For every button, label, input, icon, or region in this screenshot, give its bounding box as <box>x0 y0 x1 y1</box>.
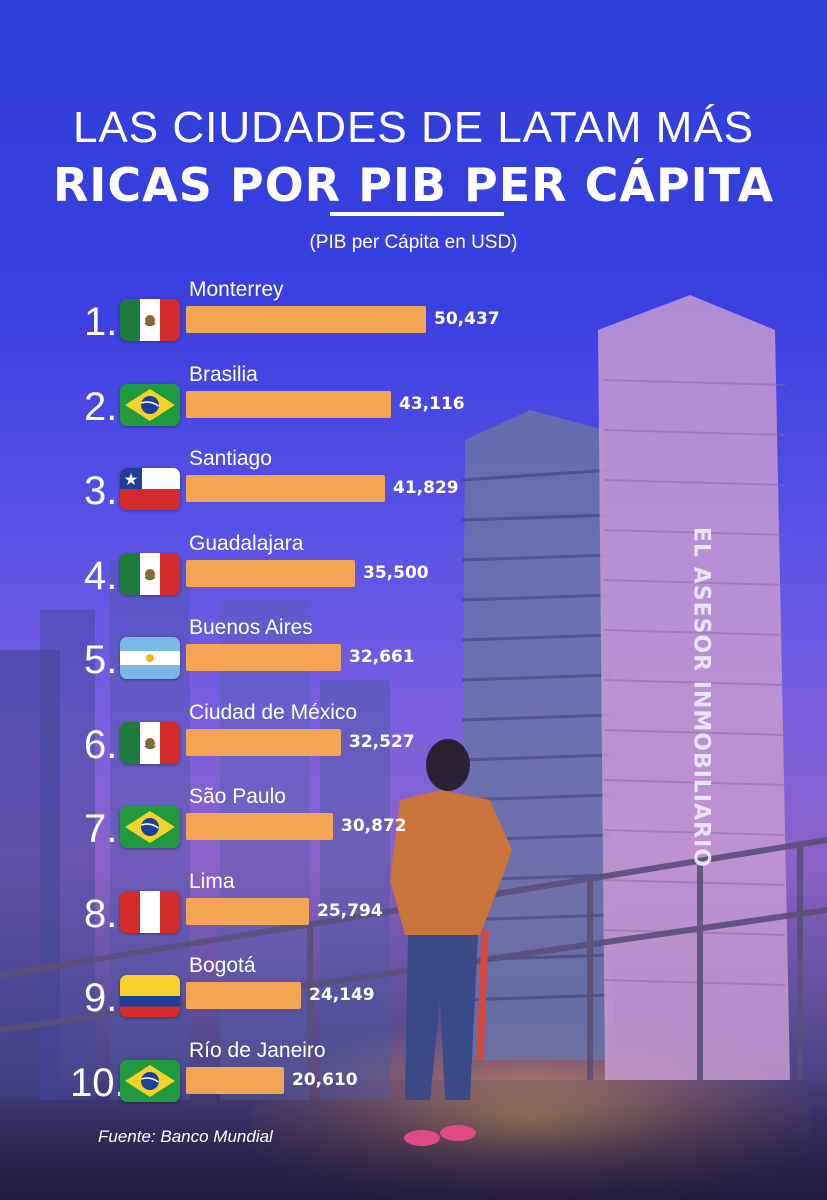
value-label: 41,829 <box>393 478 459 498</box>
brazil-flag-icon <box>120 1059 180 1102</box>
value-label: 43,116 <box>399 393 465 414</box>
argentina-flag-icon <box>120 637 180 679</box>
city-label: Guadalajara <box>189 531 304 555</box>
value-label: 32,661 <box>349 647 415 667</box>
mexico-flag-icon <box>120 721 180 764</box>
city-label: Río de Janeiro <box>189 1038 326 1062</box>
source-note: Fuente: Banco Mundial <box>98 1127 273 1146</box>
value-label: 20,610 <box>292 1069 358 1090</box>
city-label: Ciudad de México <box>189 700 358 724</box>
bar <box>186 306 426 333</box>
bar <box>186 982 301 1009</box>
bar <box>186 897 309 925</box>
colombia-flag-icon <box>120 975 180 1017</box>
rank-label: 8. <box>84 891 118 936</box>
watermark-text: EL ASESOR INMOBILIARIO <box>688 527 714 868</box>
chile-flag-icon <box>120 468 180 510</box>
rank-label: 1. <box>84 300 118 344</box>
rank-label: 9. <box>84 976 118 1020</box>
title-line-2: RICAS POR PIB PER CÁPITA <box>52 158 775 212</box>
bar <box>186 728 341 756</box>
city-label: Lima <box>189 869 235 893</box>
rank-label: 2. <box>84 384 118 429</box>
bar <box>186 1066 284 1094</box>
mexico-flag-icon <box>120 552 180 595</box>
peru-flag-icon <box>120 890 180 933</box>
city-label: Buenos Aires <box>189 616 313 639</box>
rank-label: 3. <box>84 469 118 513</box>
rank-label: 4. <box>84 553 118 598</box>
value-label: 25,794 <box>317 900 383 921</box>
value-label: 50,437 <box>434 309 500 329</box>
bar <box>186 475 385 502</box>
city-label: Brasilia <box>189 362 258 386</box>
brazil-flag-icon <box>120 383 180 426</box>
rank-label: 6. <box>84 722 118 767</box>
city-label: São Paulo <box>189 785 286 808</box>
bar <box>186 559 355 587</box>
value-label: 32,527 <box>349 731 415 752</box>
bar <box>186 644 341 671</box>
bar <box>186 390 391 418</box>
rank-label: 7. <box>84 807 118 851</box>
bar <box>186 813 333 840</box>
city-label: Monterrey <box>189 278 284 301</box>
brazil-flag-icon <box>120 806 180 848</box>
watermark: EL ASESOR INMOBILIARIO <box>686 500 716 900</box>
value-label: 24,149 <box>309 985 375 1005</box>
rank-label: 5. <box>84 638 118 682</box>
value-label: 30,872 <box>341 816 407 836</box>
woman-figure <box>390 739 512 1146</box>
title-underline <box>330 212 504 216</box>
rank-label: 10. <box>70 1060 126 1105</box>
city-label: Bogotá <box>189 954 256 977</box>
value-label: 35,500 <box>363 562 429 583</box>
city-label: Santiago <box>189 447 272 470</box>
chart-subtitle: (PIB per Cápita en USD) <box>309 232 518 253</box>
mexico-flag-icon <box>120 299 180 341</box>
title-line-1: LAS CIUDADES DE LATAM MÁS <box>72 103 755 152</box>
